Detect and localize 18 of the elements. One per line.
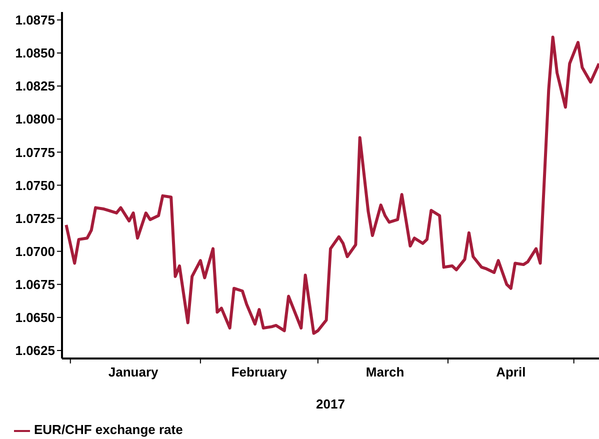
line-series xyxy=(64,36,599,335)
legend-label: EUR/CHF exchange rate xyxy=(34,422,183,438)
y-tick-label: 1.0700 xyxy=(15,244,55,259)
y-tick-label: 1.0875 xyxy=(15,12,55,28)
y-tick-label: 1.0725 xyxy=(15,210,55,226)
y-tick-label: 1.0850 xyxy=(15,46,55,61)
y-tick-label: 1.0650 xyxy=(15,310,55,326)
x-axis-title: 2017 xyxy=(316,396,345,412)
y-tick-label: 1.0750 xyxy=(15,178,55,193)
x-tick-label: January xyxy=(108,364,160,380)
y-tick-label: 1.0675 xyxy=(15,277,55,292)
x-tick-label: February xyxy=(231,364,288,380)
x-tick-label: April xyxy=(496,364,526,380)
y-tick-label: 1.0625 xyxy=(15,343,55,358)
x-tick-label: March xyxy=(366,364,404,380)
y-tick-label: 1.0825 xyxy=(15,78,55,94)
y-tick-label: 1.0800 xyxy=(15,112,55,127)
y-tick-label: 1.0775 xyxy=(15,144,55,160)
